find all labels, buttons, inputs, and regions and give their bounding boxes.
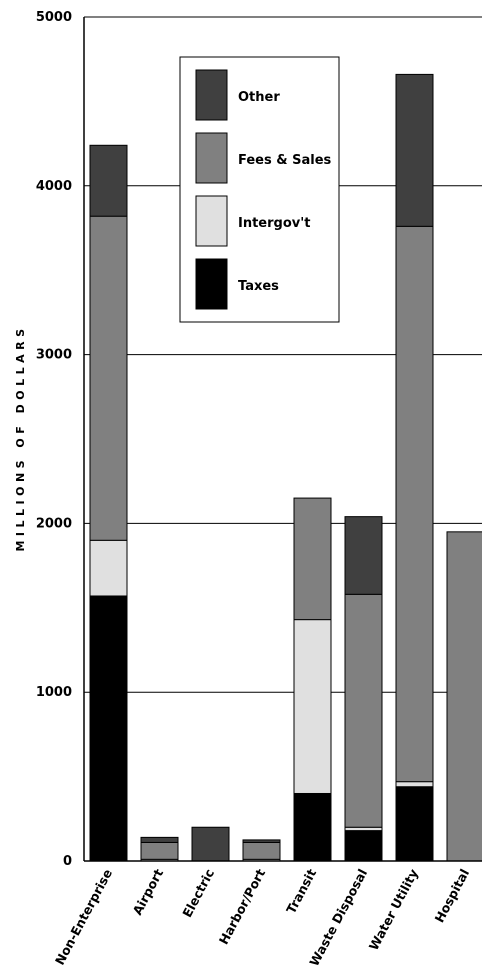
bar-segment-taxes bbox=[344, 830, 383, 862]
bar-segment-fees-sales bbox=[293, 497, 332, 621]
x-tick-label: Electric bbox=[179, 866, 217, 919]
legend: Other Fees & Sales Intergov't Taxes bbox=[179, 56, 340, 323]
bar-segment-fees-sales bbox=[242, 841, 281, 860]
x-tick-label: Airport bbox=[130, 866, 167, 917]
bar-segment-fees-sales bbox=[395, 225, 434, 783]
bar-segment-taxes bbox=[395, 786, 434, 862]
legend-item: Fees & Sales bbox=[195, 132, 332, 184]
legend-item: Intergov't bbox=[195, 195, 310, 247]
bar-segment-fees-sales bbox=[446, 531, 482, 862]
legend-label: Fees & Sales bbox=[238, 153, 332, 168]
y-tick-labels: 0 1000 2000 3000 4000 5000 bbox=[36, 10, 72, 869]
x-tick-label: Water Utility bbox=[366, 866, 421, 952]
x-tick-label: Waste Disposal bbox=[306, 866, 370, 968]
x-tick-label: Hospital bbox=[431, 866, 472, 925]
bar-group-non-enterprise bbox=[89, 144, 128, 862]
bar-segment-other bbox=[395, 73, 434, 227]
bar-segment-intergov-t bbox=[89, 539, 128, 597]
bar-group-water-utility bbox=[395, 73, 434, 862]
bar-segment-other bbox=[89, 144, 128, 217]
bar-group-waste-disposal bbox=[344, 516, 383, 862]
y-tick-label-4000: 4000 bbox=[36, 179, 72, 194]
bar-segment-taxes bbox=[89, 595, 128, 862]
bar-group-electric bbox=[191, 826, 230, 862]
legend-label: Taxes bbox=[238, 279, 279, 294]
y-tick-label-2000: 2000 bbox=[36, 516, 72, 531]
bar-segment-intergov-t bbox=[293, 619, 332, 794]
x-tick-label: Transit bbox=[283, 866, 319, 916]
x-tick-label: Harbor/Port bbox=[216, 866, 268, 947]
x-tick-label: Non-Enterprise bbox=[52, 866, 115, 967]
bars bbox=[89, 73, 482, 862]
legend-label: Intergov't bbox=[238, 216, 310, 231]
y-tick-label-5000: 5000 bbox=[36, 10, 72, 25]
y-tick-label-3000: 3000 bbox=[36, 348, 72, 363]
bar-segment-other bbox=[191, 826, 230, 862]
bar-segment-other bbox=[242, 839, 281, 843]
bar-group-transit bbox=[293, 497, 332, 862]
bar-segment-intergov-t bbox=[395, 781, 434, 788]
bar-segment-taxes bbox=[293, 792, 332, 862]
bar-segment-intergov-t bbox=[344, 826, 383, 832]
x-tick-labels: Non-Enterprise Airport ElectricHarbor/Port… bbox=[52, 866, 472, 968]
y-tick-label-1000: 1000 bbox=[36, 685, 72, 700]
legend-swatch bbox=[195, 69, 228, 121]
bar-segment-other bbox=[344, 516, 383, 595]
bar-group-hospital bbox=[446, 531, 482, 862]
legend-item: Other bbox=[195, 69, 280, 121]
y-tick-label-0: 0 bbox=[63, 854, 72, 869]
bar-segment-fees-sales bbox=[89, 215, 128, 541]
axes bbox=[83, 17, 482, 862]
legend-swatch bbox=[195, 132, 228, 184]
legend-item: Taxes bbox=[195, 258, 279, 310]
legend-swatch bbox=[195, 195, 228, 247]
legend-label: Other bbox=[238, 90, 280, 105]
y-axis-label: MILLIONS OF DOLLARS bbox=[14, 324, 27, 551]
bar-segment-fees-sales bbox=[344, 593, 383, 828]
bar-segment-fees-sales bbox=[140, 841, 179, 860]
legend-swatch bbox=[195, 258, 228, 310]
bar-group-airport bbox=[140, 836, 179, 862]
bar-group-harbor-port bbox=[242, 839, 281, 862]
legend-items: Other Fees & Sales Intergov't Taxes bbox=[195, 69, 332, 310]
bar-segment-other bbox=[140, 836, 179, 843]
